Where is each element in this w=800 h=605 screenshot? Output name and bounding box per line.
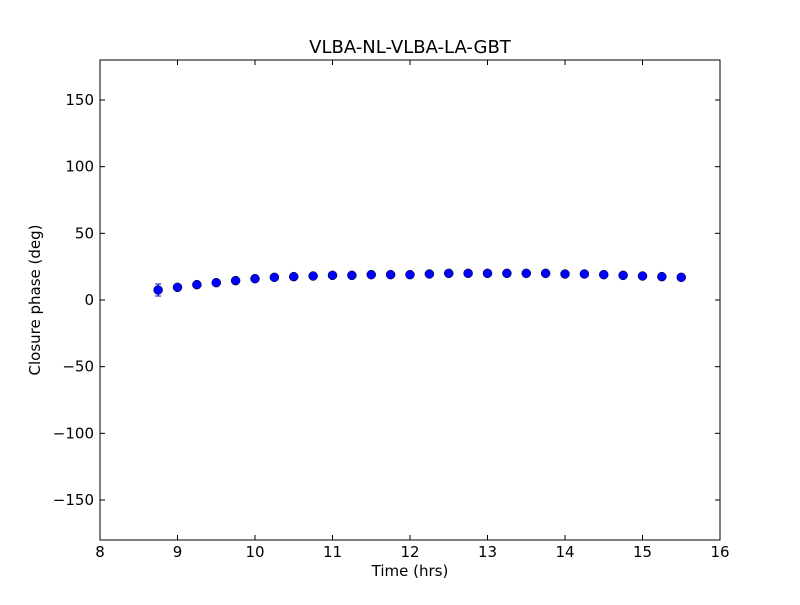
y-tick-label: 150 bbox=[65, 91, 94, 109]
data-point bbox=[618, 270, 628, 281]
x-axis-ticks: 8 9 10 11 12 13 14 15 16 bbox=[95, 60, 730, 561]
data-point bbox=[657, 271, 667, 282]
data-point bbox=[599, 269, 609, 280]
data-point bbox=[153, 285, 163, 295]
y-tick-label: −150 bbox=[53, 491, 94, 509]
data-point bbox=[269, 272, 280, 283]
data-point bbox=[327, 270, 338, 281]
data-point bbox=[579, 269, 590, 279]
data-point bbox=[230, 275, 241, 286]
data-point bbox=[560, 269, 570, 279]
y-tick-label: 50 bbox=[75, 224, 94, 242]
data-point bbox=[405, 269, 415, 280]
data-point bbox=[366, 269, 376, 280]
data-point bbox=[444, 268, 454, 279]
data-point bbox=[347, 270, 357, 281]
x-tick-label: 15 bbox=[633, 543, 652, 561]
data-point bbox=[192, 279, 202, 290]
y-tick-label: 0 bbox=[84, 291, 94, 309]
x-tick-label: 16 bbox=[710, 543, 729, 561]
x-tick-label: 13 bbox=[478, 543, 497, 561]
data-point bbox=[482, 268, 493, 279]
data-point bbox=[172, 282, 183, 293]
x-tick-label: 12 bbox=[400, 543, 419, 561]
x-tick-label: 9 bbox=[173, 543, 183, 561]
data-point bbox=[463, 268, 473, 279]
chart-title: VLBA-NL-VLBA-LA-GBT bbox=[309, 37, 512, 58]
data-point bbox=[289, 271, 299, 282]
y-axis-ticks: −150 −100 −50 0 50 100 150 bbox=[53, 91, 720, 509]
data-point bbox=[250, 273, 260, 284]
x-tick-label: 11 bbox=[323, 543, 342, 561]
data-points bbox=[153, 268, 686, 297]
x-tick-label: 10 bbox=[245, 543, 264, 561]
y-tick-label: 100 bbox=[65, 158, 94, 176]
data-point bbox=[385, 269, 396, 280]
y-axis-label: Closure phase (deg) bbox=[26, 225, 44, 376]
data-point bbox=[211, 277, 221, 288]
data-point bbox=[502, 268, 512, 279]
x-tick-label: 8 bbox=[95, 543, 105, 561]
x-axis-label: Time (hrs) bbox=[371, 562, 449, 580]
y-tick-label: −100 bbox=[53, 424, 94, 442]
y-tick-label: −50 bbox=[62, 358, 94, 376]
plot-frame bbox=[99, 59, 721, 541]
data-point bbox=[424, 269, 435, 279]
data-point bbox=[676, 272, 686, 283]
data-point bbox=[521, 268, 531, 279]
data-point bbox=[540, 268, 551, 279]
data-point bbox=[308, 271, 318, 281]
data-point bbox=[637, 271, 648, 281]
x-tick-label: 14 bbox=[555, 543, 574, 561]
